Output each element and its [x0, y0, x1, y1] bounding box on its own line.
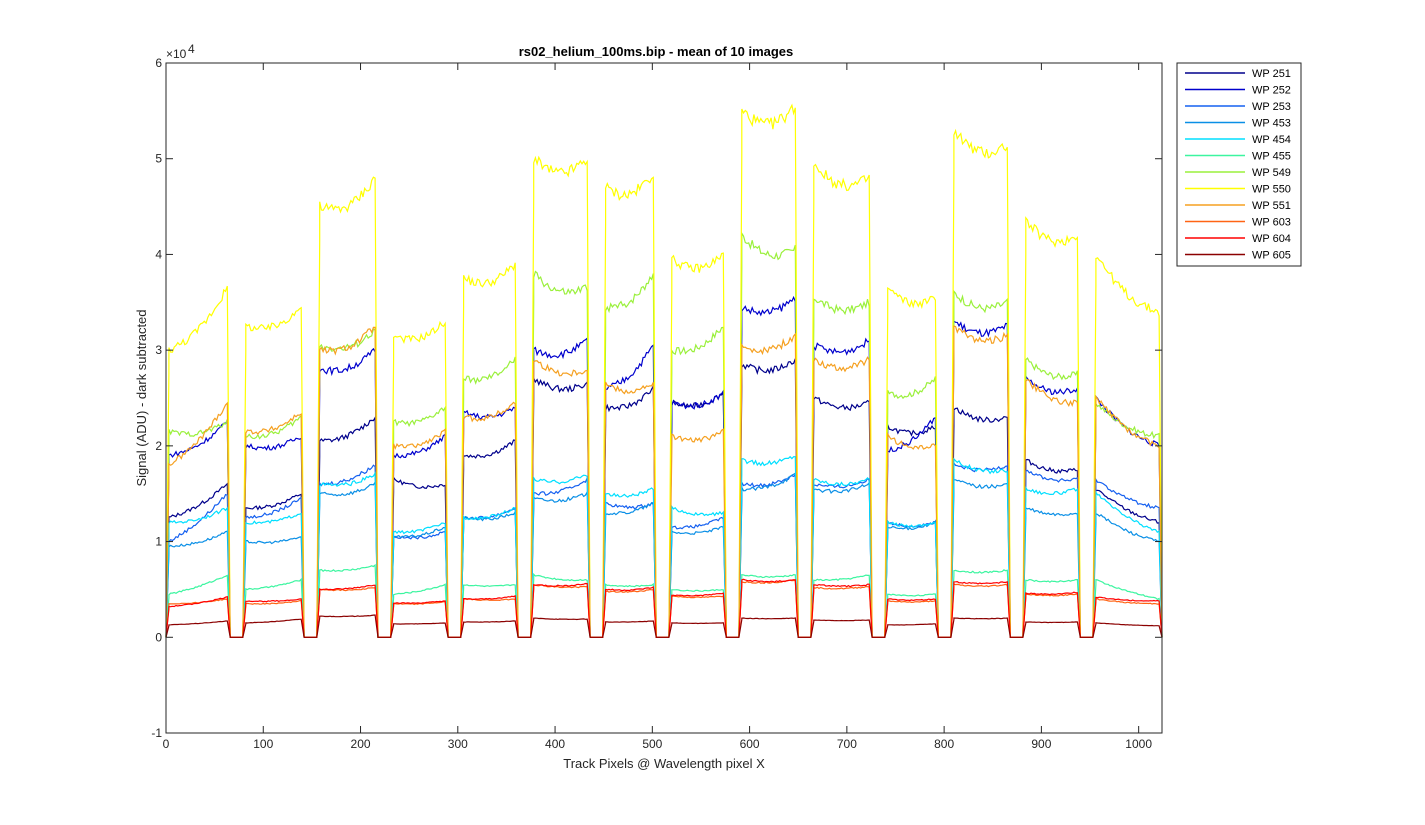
y-tick-label: -1 — [151, 726, 162, 740]
x-axis-label: Track Pixels @ Wavelength pixel X — [563, 756, 765, 771]
x-tick-label: 1000 — [1125, 737, 1152, 751]
x-tick-label: 0 — [163, 737, 170, 751]
legend-label: WP 253 — [1252, 101, 1291, 113]
legend-label: WP 251 — [1252, 68, 1291, 80]
x-tick-label: 800 — [934, 737, 954, 751]
legend-label: WP 550 — [1252, 184, 1291, 196]
y-axis-label: Signal (ADU) - dark subtracted — [134, 309, 149, 486]
legend-label: WP 605 — [1252, 250, 1291, 262]
legend-label: WP 454 — [1252, 134, 1291, 146]
series-line-wp-605 — [165, 614, 1163, 638]
legend-label: WP 549 — [1252, 167, 1291, 179]
plot-frame — [165, 62, 1163, 734]
legend: WP 251 WP 252 WP 253 WP 453 WP 454 WP 455 WP 5… — [1176, 62, 1302, 267]
series-layer — [165, 103, 1163, 638]
x-tick-label: 400 — [545, 737, 565, 751]
series-line-wp-550 — [165, 103, 1163, 638]
legend-label: WP 604 — [1252, 233, 1291, 245]
x-tick-label: 600 — [740, 737, 760, 751]
x-tick-label: 700 — [837, 737, 857, 751]
legend-label: WP 252 — [1252, 85, 1291, 97]
y-exponent-base: ×10 — [166, 47, 187, 61]
y-tick-label: 5 — [155, 152, 162, 166]
series-line-wp-604 — [165, 578, 1163, 638]
tick-layer: 0 100 200 300 400 500 600 700 800 900 1000-1012345… — [151, 56, 1162, 751]
x-tick-label: 200 — [351, 737, 371, 751]
legend-box — [1176, 62, 1302, 267]
plot-background — [166, 63, 1162, 733]
y-exponent-label: ×10 4 — [166, 42, 195, 61]
y-tick-label: 3 — [155, 343, 162, 357]
y-tick-label: 0 — [155, 630, 162, 644]
legend-label: WP 551 — [1252, 200, 1291, 212]
legend-label: WP 455 — [1252, 151, 1291, 163]
x-tick-label: 900 — [1031, 737, 1051, 751]
y-tick-label: 1 — [155, 535, 162, 549]
x-tick-label: 500 — [642, 737, 662, 751]
y-tick-label: 6 — [155, 56, 162, 70]
chart-title: rs02_helium_100ms.bip - mean of 10 image… — [519, 44, 794, 59]
series-line-wp-551 — [165, 325, 1163, 638]
legend-label: WP 603 — [1252, 217, 1291, 229]
legend-label: WP 453 — [1252, 118, 1291, 130]
y-tick-label: 2 — [155, 439, 162, 453]
x-tick-label: 300 — [448, 737, 468, 751]
x-tick-label: 100 — [253, 737, 273, 751]
y-tick-label: 4 — [155, 247, 162, 261]
y-exponent-power: 4 — [188, 42, 195, 56]
